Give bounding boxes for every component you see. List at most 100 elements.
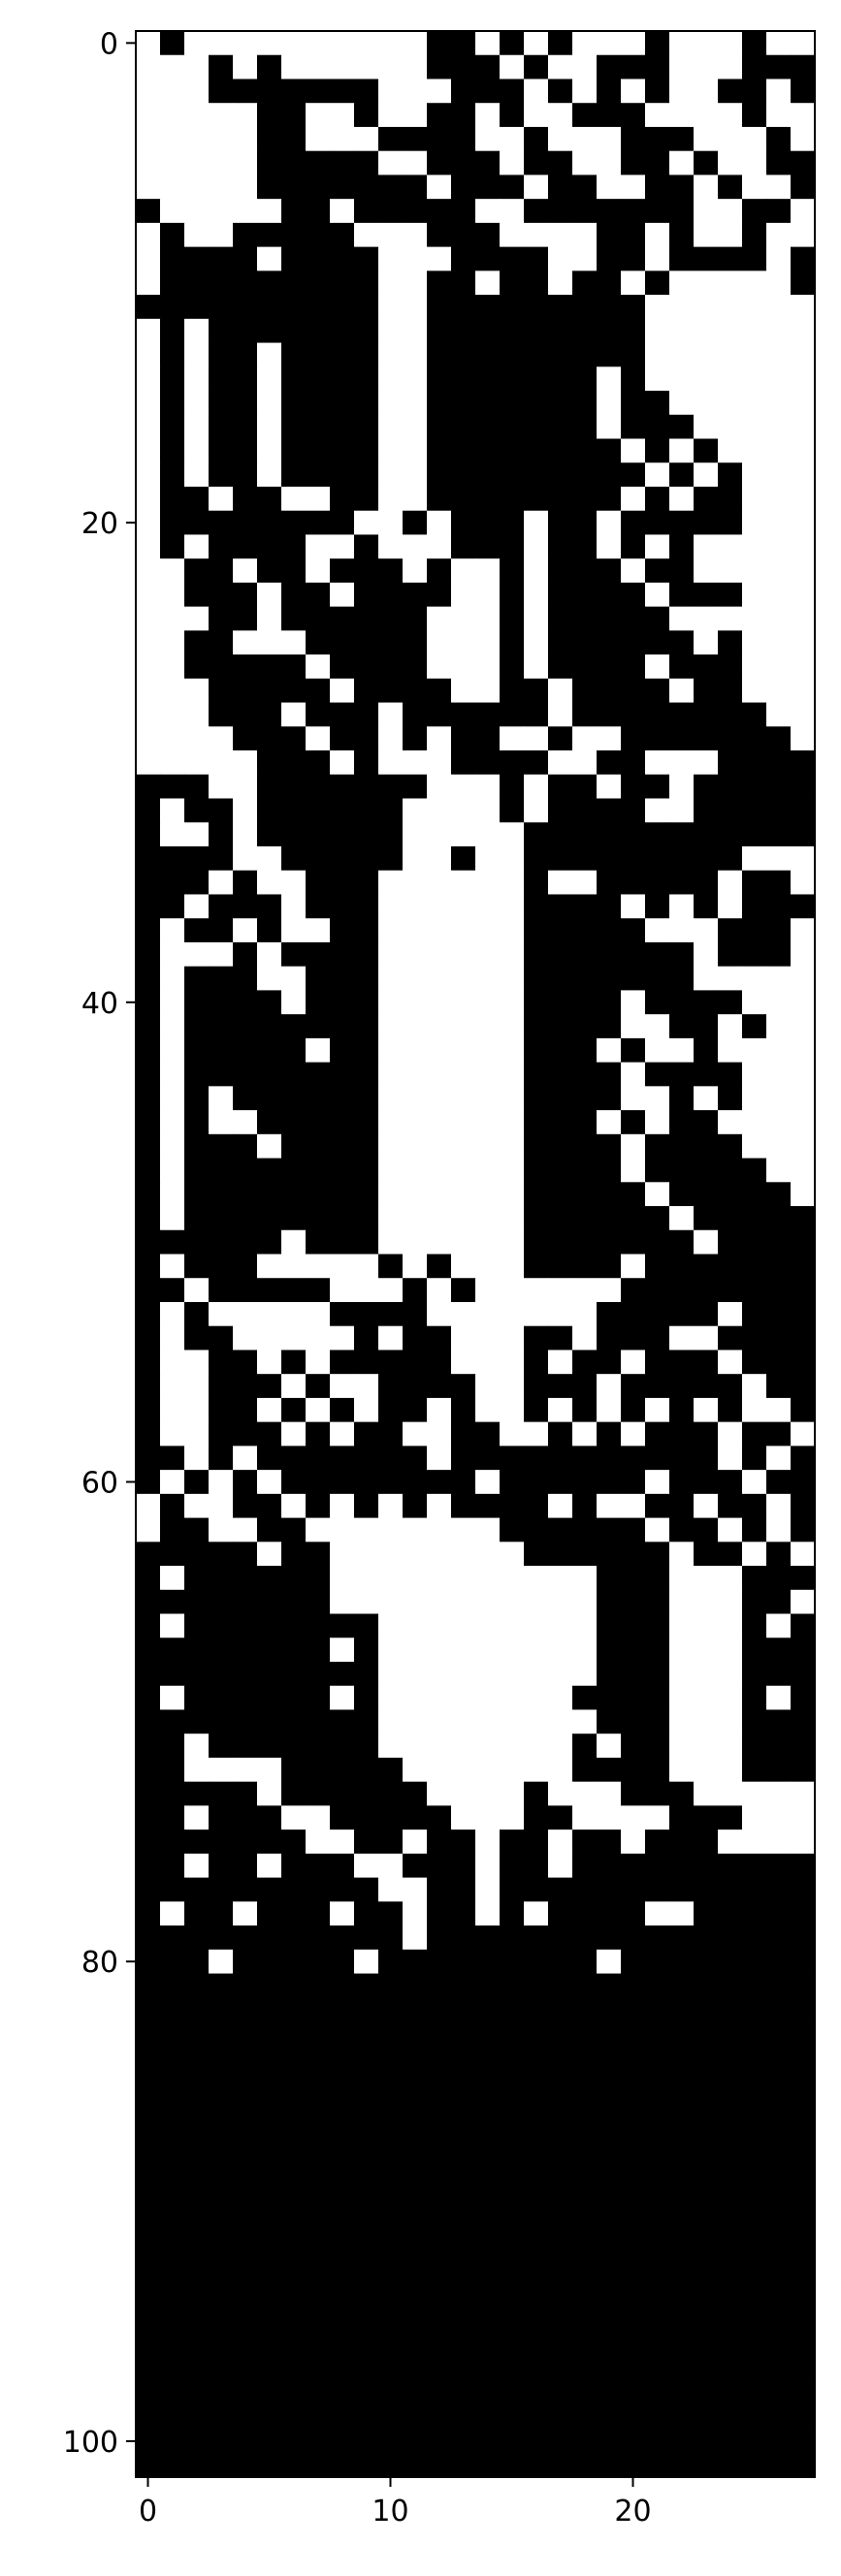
heatmap-cell	[403, 199, 428, 224]
heatmap-cell	[330, 438, 355, 463]
heatmap-cell	[136, 1517, 161, 1542]
heatmap-cell	[597, 1757, 622, 1783]
heatmap-cell	[597, 918, 622, 943]
heatmap-cell	[330, 2189, 355, 2214]
heatmap-cell	[669, 1014, 695, 1039]
heatmap-cell	[548, 2116, 573, 2143]
heatmap-cell	[136, 1566, 161, 1591]
heatmap-cell	[281, 1062, 307, 1087]
heatmap-cell	[694, 1110, 719, 1135]
heatmap-cell	[233, 2021, 258, 2047]
heatmap-cell	[766, 1709, 792, 1734]
heatmap-cell	[669, 702, 695, 727]
heatmap-cell	[524, 1133, 549, 1159]
heatmap-cell	[621, 630, 646, 655]
heatmap-cell	[257, 1829, 282, 1855]
heatmap-cell	[742, 1110, 767, 1135]
heatmap-cell	[766, 1086, 792, 1111]
heatmap-cell	[669, 1133, 695, 1159]
heatmap-cell	[621, 918, 646, 943]
heatmap-cell	[766, 1613, 792, 1638]
heatmap-cell	[766, 822, 792, 847]
heatmap-cell	[257, 2261, 282, 2286]
heatmap-cell	[378, 103, 404, 128]
heatmap-cell	[572, 31, 598, 56]
heatmap-cell	[718, 630, 743, 655]
heatmap-cell	[403, 2357, 428, 2382]
heatmap-cell	[791, 2357, 816, 2382]
heatmap-cell	[184, 175, 210, 200]
heatmap-cell	[306, 1613, 331, 1638]
heatmap-cell	[184, 702, 210, 727]
heatmap-cell	[136, 2357, 161, 2382]
heatmap-cell	[160, 486, 185, 512]
heatmap-cell	[427, 582, 452, 608]
heatmap-cell	[645, 2189, 670, 2214]
heatmap-cell	[209, 1254, 234, 1279]
heatmap-cell	[233, 366, 258, 392]
heatmap-cell	[766, 414, 792, 439]
heatmap-cell	[597, 103, 622, 128]
heatmap-cell	[500, 1229, 525, 1255]
heatmap-cell	[766, 1733, 792, 1759]
heatmap-cell	[572, 175, 598, 200]
heatmap-cell	[306, 2237, 331, 2262]
heatmap-cell	[427, 1301, 452, 1327]
heatmap-cell	[742, 2212, 767, 2239]
heatmap-cell	[475, 798, 501, 823]
heatmap-cell	[257, 318, 282, 343]
heatmap-cell	[718, 1110, 743, 1135]
heatmap-cell	[136, 1086, 161, 1111]
heatmap-cell	[281, 1446, 307, 1471]
heatmap-cell	[500, 486, 525, 512]
heatmap-cell	[669, 2093, 695, 2118]
heatmap-cell	[475, 1325, 501, 1351]
heatmap-cell	[524, 1829, 549, 1855]
heatmap-cell	[524, 1662, 549, 1687]
heatmap-cell	[378, 2261, 404, 2286]
heatmap-cell	[597, 318, 622, 343]
heatmap-cell	[330, 2357, 355, 2382]
heatmap-cell	[281, 1158, 307, 1183]
heatmap-cell	[451, 1662, 476, 1687]
heatmap-cell	[548, 2189, 573, 2214]
heatmap-cell	[524, 2381, 549, 2406]
heatmap-cell	[427, 199, 452, 224]
heatmap-cell	[548, 2333, 573, 2358]
heatmap-cell	[791, 1325, 816, 1351]
heatmap-cell	[718, 822, 743, 847]
heatmap-cell	[330, 966, 355, 991]
heatmap-cell	[306, 1638, 331, 1663]
heatmap-cell	[742, 2165, 767, 2190]
heatmap-cell	[694, 822, 719, 847]
heatmap-cell	[500, 103, 525, 128]
heatmap-cell	[330, 1709, 355, 1734]
heatmap-cell	[572, 1781, 598, 1806]
heatmap-cell	[281, 150, 307, 175]
heatmap-cell	[572, 199, 598, 224]
heatmap-cell	[136, 318, 161, 343]
heatmap-cell	[621, 438, 646, 463]
heatmap-cell	[694, 582, 719, 608]
heatmap-cell	[645, 414, 670, 439]
heatmap-cell	[184, 1805, 210, 1830]
heatmap-cell	[500, 990, 525, 1015]
heatmap-cell	[281, 1613, 307, 1638]
heatmap-cell	[209, 1325, 234, 1351]
heatmap-cell	[233, 1757, 258, 1783]
heatmap-cell	[597, 366, 622, 392]
heatmap-cell	[281, 582, 307, 608]
heatmap-cell	[451, 342, 476, 367]
heatmap-cell	[378, 1014, 404, 1039]
heatmap-cell	[742, 1638, 767, 1663]
heatmap-cell	[766, 846, 792, 872]
heatmap-cell	[330, 1301, 355, 1327]
heatmap-cell	[403, 582, 428, 608]
heatmap-cell	[548, 1229, 573, 1255]
heatmap-cell	[791, 1470, 816, 1495]
heatmap-cell	[742, 1086, 767, 1111]
heatmap-cell	[524, 1182, 549, 1207]
heatmap-cell	[209, 798, 234, 823]
heatmap-cell	[281, 1374, 307, 1399]
heatmap-cell	[233, 486, 258, 512]
